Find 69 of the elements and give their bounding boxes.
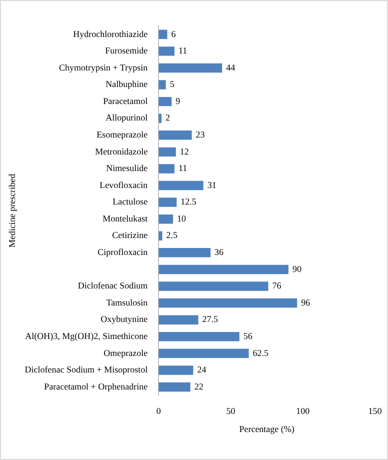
data-label: 10 xyxy=(177,213,187,224)
data-label: 44 xyxy=(226,62,236,72)
y-axis-title: Medicine prescribed xyxy=(6,173,17,248)
y-tick-label: Lactulose xyxy=(112,196,148,207)
bar xyxy=(158,164,174,174)
data-label: 36 xyxy=(214,247,224,258)
y-tick-label: Oxybutynine xyxy=(100,314,148,324)
bar xyxy=(158,366,194,375)
data-label: 6 xyxy=(171,28,176,39)
x-axis-title: Percentage (%) xyxy=(239,424,294,434)
x-tick-label: 0 xyxy=(156,406,162,416)
bar xyxy=(158,315,198,324)
data-label: 2.5 xyxy=(166,230,178,240)
bar xyxy=(158,180,204,190)
y-tick-label: Chymotrypsin + Trypsin xyxy=(59,62,148,72)
bar xyxy=(158,80,166,90)
data-label: 24 xyxy=(197,364,207,375)
y-tick-label: Tamsulosin xyxy=(106,297,148,308)
y-tick-label: Paracetamol xyxy=(103,96,148,106)
x-tick-label: 100 xyxy=(296,406,310,416)
bar xyxy=(158,264,288,274)
bar xyxy=(158,332,240,342)
y-tick-label: Allopurinol xyxy=(106,112,148,123)
y-tick-label: Esomeprazole xyxy=(96,130,148,140)
data-label: 23 xyxy=(196,130,206,140)
data-label: 31 xyxy=(207,180,216,190)
data-label: 2 xyxy=(166,112,170,123)
data-label: 76 xyxy=(272,280,282,291)
y-tick-label: Cetirizine xyxy=(112,230,148,240)
data-label: 96 xyxy=(301,297,311,308)
y-tick-label: Diclofenac Sodium xyxy=(78,280,148,291)
bar xyxy=(158,298,298,308)
y-tick-label: Diclofenac Sodium + Misoprostol xyxy=(24,364,148,375)
bar xyxy=(158,198,177,207)
bar xyxy=(158,46,174,56)
data-label: 12 xyxy=(180,146,189,156)
bar xyxy=(158,30,168,40)
y-tick-label: Metronidazole xyxy=(95,146,148,156)
y-tick-label: Ciprofloxacin xyxy=(98,247,148,258)
data-label: 27.5 xyxy=(202,314,219,324)
y-tick-label: Hydrochlorothiazide xyxy=(73,28,148,39)
data-label: 5 xyxy=(170,79,175,90)
y-tick-label: Omeprazole xyxy=(104,348,148,358)
bar xyxy=(158,248,211,258)
bar xyxy=(158,147,176,157)
x-tick-label: 50 xyxy=(226,406,236,416)
data-label: 62.5 xyxy=(252,348,270,358)
data-label: 56 xyxy=(243,330,253,341)
y-tick-label: Furosemide xyxy=(105,46,148,56)
y-tick-label: Montelukast xyxy=(102,213,148,224)
bar xyxy=(158,382,190,392)
y-tick-label: Levofloxacin xyxy=(100,180,148,190)
data-label: 11 xyxy=(178,163,188,174)
bar xyxy=(158,96,172,106)
data-label: 12.5 xyxy=(180,196,197,207)
y-tick-label: Paracetamol + Orphenadrine xyxy=(44,381,148,392)
bar xyxy=(158,282,268,291)
y-tick-label: Al(OH)3, Mg(OH)2, Simethicone xyxy=(25,330,148,341)
x-tick-label: 150 xyxy=(368,406,382,416)
data-label: 9 xyxy=(176,96,181,106)
bar xyxy=(158,348,249,358)
y-tick-label: Nimesulide xyxy=(106,163,148,174)
data-label: 11 xyxy=(178,46,188,56)
bar xyxy=(158,63,222,73)
bar xyxy=(158,214,174,224)
bar xyxy=(158,130,192,140)
y-tick-label: Nalbuphine xyxy=(106,79,148,90)
data-label: 90 xyxy=(292,264,302,274)
data-label: 22 xyxy=(194,381,204,392)
